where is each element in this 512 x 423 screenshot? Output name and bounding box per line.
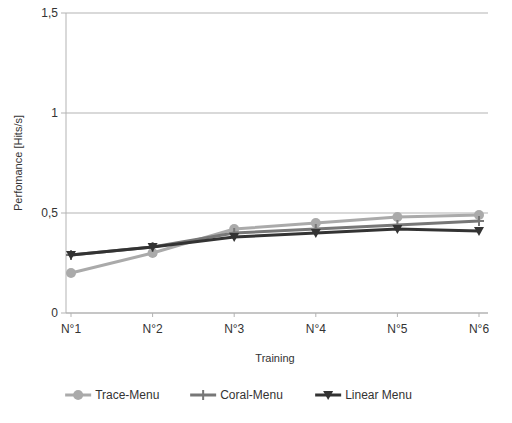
legend-label: Coral-Menu [220,388,283,402]
legend-marker [323,391,333,400]
y-tick [61,13,66,14]
y-tick-label: 1,5 [41,6,58,20]
legend-marker [73,390,83,400]
x-tick [234,313,235,317]
y-tick [61,313,66,314]
x-tick-label: N°3 [224,322,244,336]
series-line [71,229,479,255]
marker [392,225,402,234]
marker [474,216,484,226]
marker [66,251,76,260]
plot-area [66,210,484,278]
grid-line [66,113,488,114]
x-tick-label: N°1 [61,322,81,336]
background [0,0,512,423]
marker [311,229,321,238]
x-axis [66,313,488,314]
series-line [71,221,479,255]
x-tick [71,313,72,317]
legend-label: Trace-Menu [95,388,159,402]
grid-line [66,13,488,14]
x-tick [479,313,480,317]
marker [66,268,76,278]
grid-line [66,313,488,314]
marker [148,243,158,252]
legend-label: Linear Menu [345,388,412,402]
x-tick-label: N°6 [469,322,489,336]
y-tick [61,213,66,214]
y-tick-label: 1 [51,106,58,120]
y-tick-label: 0 [51,306,58,320]
x-axis-title: Training [255,352,294,364]
marker [474,227,484,236]
x-tick [315,313,316,317]
x-tick [397,313,398,317]
x-tick-label: N°2 [143,322,163,336]
series-line [71,215,479,273]
x-tick [152,313,153,317]
x-tick-label: N°5 [387,322,407,336]
y-axis-title: Perfomance [Hits/s] [12,115,24,211]
chart: 0 0,5 1 1,5 N°1 N°2 N°3 N°4 N°5 N°6 Perfomance [Hi… [0,0,512,423]
y-axis [66,13,67,313]
legend: Trace-Menu Coral-Menu Linear Menu [65,388,412,402]
marker [229,233,239,242]
legend-marker [198,390,208,400]
x-tick-label: N°4 [306,322,326,336]
y-tick-label: 0,5 [41,206,58,220]
grid-line [66,213,488,214]
y-tick [61,113,66,114]
